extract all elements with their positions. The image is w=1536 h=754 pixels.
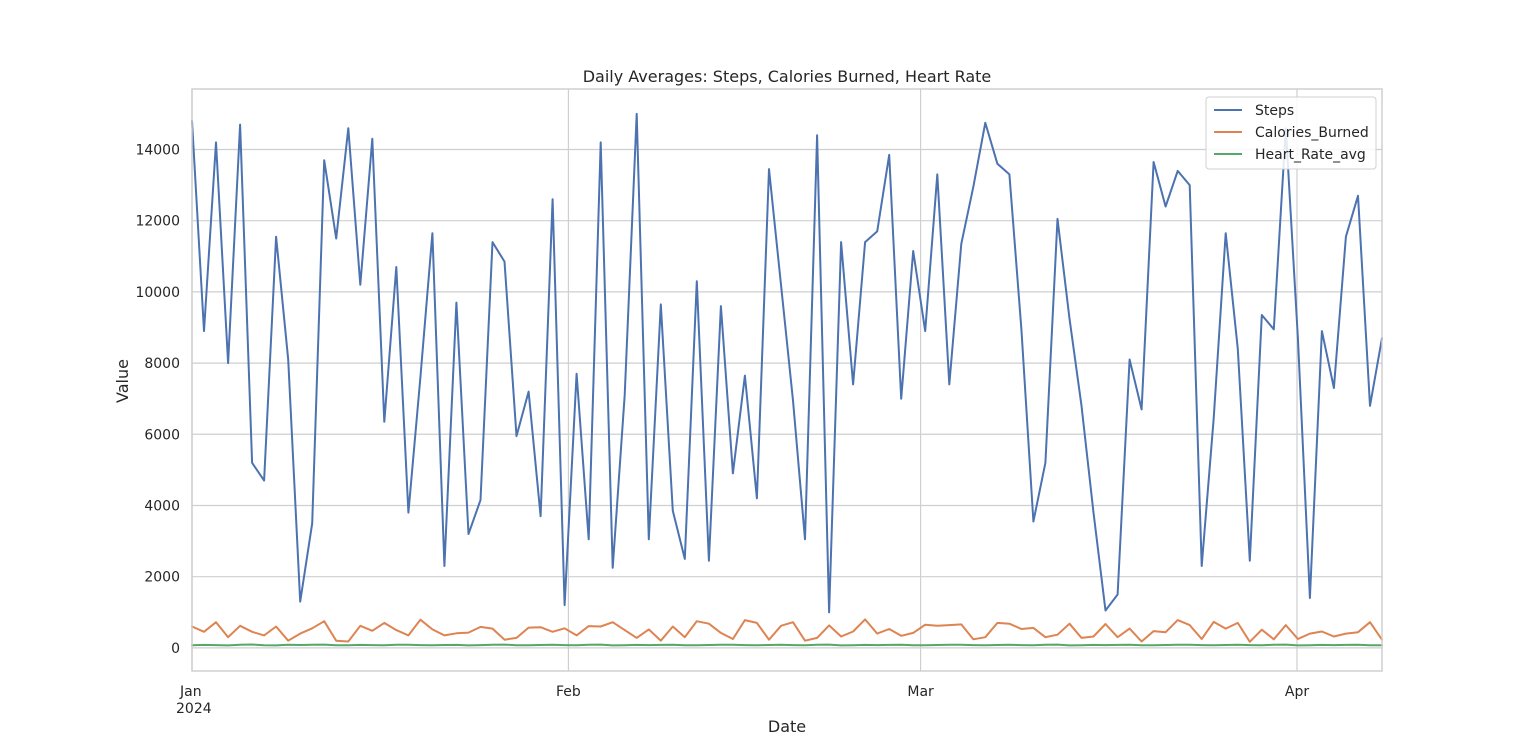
x-tick-label: Jan <box>179 684 202 700</box>
legend-box <box>1205 96 1377 170</box>
y-tick-label: 0 <box>171 641 180 657</box>
legend-label: Heart_Rate_avg <box>1255 147 1366 163</box>
x-axis-title: Date <box>768 717 806 736</box>
y-axis: 0 2000 4000 6000 8000 10000 12000 14000 <box>135 143 180 657</box>
x-tick-label: Feb <box>556 684 581 700</box>
legend: Steps Calories_Burned Heart_Rate_avg <box>1205 96 1377 170</box>
y-tick-label: 14000 <box>135 143 180 159</box>
y-tick-label: 2000 <box>144 570 180 586</box>
y-tick-label: 4000 <box>144 498 180 514</box>
series-line-heart-rate-avg <box>191 643 1383 647</box>
series-line-steps <box>191 112 1383 614</box>
grid <box>191 89 1382 671</box>
legend-label: Calories_Burned <box>1255 125 1369 141</box>
chart-title: Daily Averages: Steps, Calories Burned, … <box>583 67 992 86</box>
series-line-calories-burned <box>191 618 1383 643</box>
x-tick-label: Mar <box>907 684 934 700</box>
y-tick-label: 8000 <box>144 356 180 372</box>
series-layer <box>191 112 1383 647</box>
y-tick-label: 12000 <box>135 214 180 230</box>
legend-label: Steps <box>1255 103 1294 119</box>
y-tick-label: 6000 <box>144 427 180 443</box>
x-tick-label: Apr <box>1285 684 1309 700</box>
plot-frame <box>191 88 1383 672</box>
x-tick-sublabel: 2024 <box>176 701 212 717</box>
y-tick-label: 10000 <box>135 285 180 301</box>
y-axis-title: Value <box>113 359 132 403</box>
